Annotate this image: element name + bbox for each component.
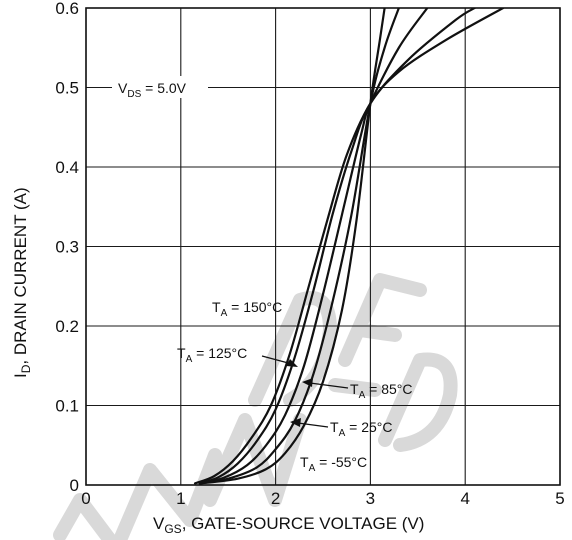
y-tick-label: 0.6 xyxy=(55,0,79,18)
condition-annotation: VDS = 5.0V xyxy=(112,76,208,100)
y-tick-label: 0.5 xyxy=(55,79,79,98)
series-label-minus55c: TA = -55°C xyxy=(300,454,367,474)
series-line-1 xyxy=(198,8,400,485)
label-arrows xyxy=(261,355,349,428)
x-tick-label: 2 xyxy=(271,489,280,508)
y-tick-label: 0.4 xyxy=(55,158,79,177)
y-tick-label: 0.1 xyxy=(55,397,79,416)
x-tick-label: 5 xyxy=(555,489,564,508)
series-labels: TA = 150°C TA = 125°C TA = 85°C TA = 25°… xyxy=(177,299,412,474)
series-label-125c: TA = 125°C xyxy=(177,345,247,365)
y-tick-label: 0.2 xyxy=(55,317,79,336)
condition-sub: DS xyxy=(127,89,141,100)
series-curves xyxy=(193,8,505,485)
x-tick-label: 3 xyxy=(366,489,375,508)
series-label-85c: TA = 85°C xyxy=(350,381,412,401)
x-tick-label: 1 xyxy=(176,489,185,508)
series-line-0 xyxy=(198,8,386,485)
y-axis-title: ID, DRAIN CURRENT (A) xyxy=(11,187,33,378)
condition-main: V xyxy=(118,80,128,96)
y-tick-label: 0.3 xyxy=(55,238,79,257)
series-label-25c: TA = 25°C xyxy=(330,419,392,439)
plot-frame xyxy=(85,7,561,486)
svg-text:VDS = 5.0V: VDS = 5.0V xyxy=(118,80,187,100)
y-tick-label: 0 xyxy=(70,476,79,495)
x-tick-label: 4 xyxy=(460,489,469,508)
series-line-4 xyxy=(193,8,505,485)
x-axis-title: VGS, GATE-SOURCE VOLTAGE (V) xyxy=(153,514,424,536)
condition-rest: = 5.0V xyxy=(141,80,186,96)
x-tick-labels: 0 1 2 3 4 5 xyxy=(81,489,564,508)
series-line-3 xyxy=(198,8,476,485)
y-tick-labels: 0 0.1 0.2 0.3 0.4 0.5 0.6 xyxy=(55,0,79,495)
series-label-150c: TA = 150°C xyxy=(212,299,282,319)
watermark xyxy=(53,273,458,540)
x-tick-label: 0 xyxy=(81,489,90,508)
